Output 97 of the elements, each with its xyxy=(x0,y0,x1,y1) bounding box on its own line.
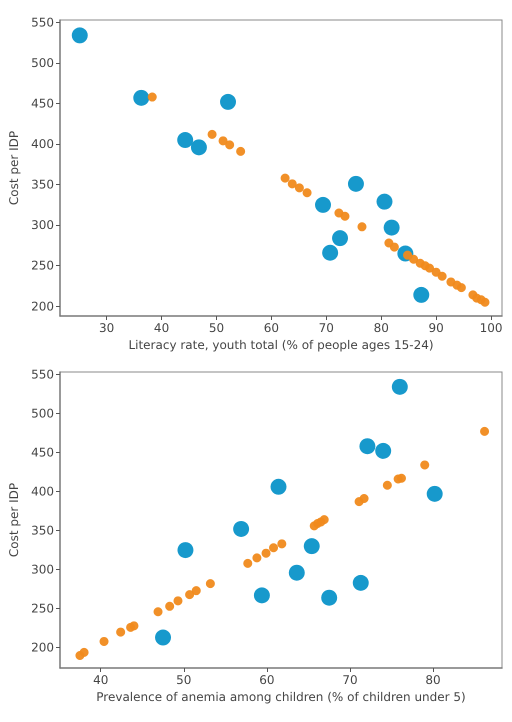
point xyxy=(270,478,287,495)
point xyxy=(359,438,376,454)
y-tick-label: 550 xyxy=(31,15,54,30)
point xyxy=(190,139,207,156)
x-tick-label: 80 xyxy=(425,673,441,687)
point xyxy=(390,242,399,252)
y-tick-label: 400 xyxy=(31,484,54,498)
point xyxy=(280,174,290,183)
point xyxy=(185,590,194,600)
point xyxy=(208,130,217,139)
y-tick-label: 350 xyxy=(31,178,54,192)
point xyxy=(269,543,278,552)
x-tick-label: 60 xyxy=(259,673,275,687)
point xyxy=(148,92,157,102)
x-tick-label: 30 xyxy=(99,321,114,335)
point xyxy=(206,579,215,588)
point xyxy=(288,564,305,581)
y-tick-label: 550 xyxy=(31,367,54,382)
point xyxy=(252,553,262,562)
y-tick-label: 500 xyxy=(31,56,54,70)
point xyxy=(288,179,297,188)
point xyxy=(75,651,84,660)
x-tick-label: 50 xyxy=(208,321,224,335)
point xyxy=(192,586,201,596)
y-tick-label: 350 xyxy=(31,524,54,538)
point xyxy=(420,460,430,470)
point xyxy=(133,90,150,106)
point xyxy=(262,548,271,558)
point xyxy=(218,136,228,146)
point xyxy=(277,539,286,548)
point xyxy=(456,283,466,292)
point xyxy=(375,442,392,459)
point xyxy=(384,220,400,236)
point xyxy=(177,542,194,558)
point xyxy=(154,607,163,616)
point xyxy=(413,286,430,303)
point xyxy=(294,183,304,192)
point xyxy=(357,222,366,232)
y-tick-label: 200 xyxy=(31,299,54,314)
x-tick-label: 100 xyxy=(480,321,502,335)
point xyxy=(225,140,234,150)
point xyxy=(394,474,403,484)
point xyxy=(322,244,338,261)
x-axis-title: Prevalence of anemia among children (% of children under 5) xyxy=(96,690,466,704)
x-tick-label: 60 xyxy=(264,321,280,335)
point xyxy=(332,230,348,246)
y-tick-label: 500 xyxy=(31,406,54,420)
point xyxy=(72,27,88,44)
point xyxy=(382,480,392,490)
x-axis-title: Literacy rate, youth total (% of people ages 15-24) xyxy=(128,338,434,352)
point xyxy=(116,628,126,637)
x-tick-label: 40 xyxy=(93,673,108,687)
point xyxy=(243,558,252,568)
y-tick-label: 300 xyxy=(31,218,54,232)
point xyxy=(233,520,250,537)
point xyxy=(348,176,364,192)
y-tick-label: 450 xyxy=(31,96,54,111)
point xyxy=(438,272,447,281)
point xyxy=(480,298,490,307)
point xyxy=(425,264,434,273)
point xyxy=(432,268,441,277)
point xyxy=(155,630,172,646)
y-tick-label: 250 xyxy=(31,258,54,273)
x-tick-label: 80 xyxy=(374,321,389,335)
point xyxy=(321,590,338,606)
y-tick-label: 300 xyxy=(31,562,54,577)
point xyxy=(392,378,408,395)
point xyxy=(315,196,332,213)
point xyxy=(352,574,369,591)
x-tick-label: 50 xyxy=(176,673,192,687)
point xyxy=(376,194,392,210)
point xyxy=(426,486,443,502)
point xyxy=(310,521,319,530)
point xyxy=(220,94,236,110)
point xyxy=(177,132,194,148)
point xyxy=(100,636,109,646)
point xyxy=(236,146,246,156)
y-tick-label: 450 xyxy=(31,445,54,460)
y-tick-label: 250 xyxy=(31,602,54,616)
point xyxy=(126,622,136,632)
y-tick-label: 400 xyxy=(31,137,54,152)
y-axis-title: Cost per IDP xyxy=(7,482,21,558)
x-tick-label: 40 xyxy=(154,321,170,335)
point xyxy=(354,497,364,506)
point xyxy=(409,254,418,264)
point xyxy=(304,538,320,554)
point xyxy=(254,587,270,604)
point xyxy=(165,602,174,611)
point xyxy=(480,426,490,436)
x-tick-label: 90 xyxy=(428,321,444,335)
x-tick-label: 70 xyxy=(318,321,334,335)
point xyxy=(173,596,182,606)
x-tick-label: 70 xyxy=(342,673,358,687)
y-axis-title: Cost per IDP xyxy=(7,130,21,206)
point xyxy=(340,212,350,221)
point xyxy=(302,188,312,198)
y-tick-label: 200 xyxy=(31,640,54,655)
